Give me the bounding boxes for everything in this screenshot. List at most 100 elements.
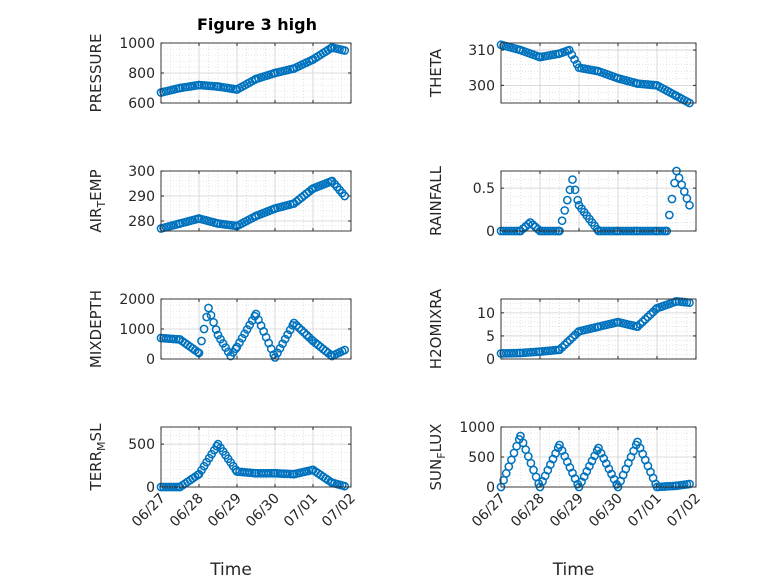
y-tick-label: 1000 [119, 322, 155, 338]
y-tick-label: 0 [486, 352, 495, 368]
data-point [235, 338, 244, 347]
y-tick-label: 310 [468, 43, 495, 59]
data-point [340, 345, 350, 355]
y-tick-label: 0 [146, 480, 155, 496]
y-axis-label: TERRMSL [87, 423, 108, 492]
subplot-2: 280 290 300 AIRTEMP [87, 164, 352, 233]
subplot-4: 0 1000 2000 MIXDEPTH [87, 290, 352, 368]
y-tick-label: 0 [146, 352, 155, 368]
data-point [518, 224, 528, 234]
data-point [278, 339, 287, 349]
subplot-5: 0 5 10 H2OMIXRA [427, 288, 697, 369]
data-point [240, 329, 249, 339]
data-point [199, 324, 209, 334]
data-point [640, 314, 650, 324]
data-point [525, 218, 535, 227]
y-tick-label: 1000 [459, 420, 495, 436]
data-point [557, 216, 567, 226]
data-point [638, 317, 648, 327]
data-point [302, 330, 312, 340]
data-point [245, 320, 255, 330]
y-axis-label: RAINFALL [427, 165, 445, 236]
data-point [568, 175, 577, 184]
data-point [211, 325, 221, 334]
data-point [635, 319, 645, 329]
axes-box [500, 42, 697, 104]
data-point [280, 334, 290, 344]
data-point [564, 45, 574, 55]
data-point [562, 338, 572, 347]
data-point [667, 194, 677, 204]
data-point [570, 185, 580, 195]
y-tick-label: 10 [477, 306, 495, 322]
data-point [247, 316, 257, 325]
data-point [555, 345, 564, 355]
axes-box [160, 426, 352, 488]
x-axis-label: Time [209, 560, 252, 580]
y-tick-label: 600 [128, 96, 155, 112]
data-point [633, 322, 642, 332]
data-point [567, 50, 577, 60]
x-axis-label: Time [552, 560, 595, 580]
y-tick-label: 290 [128, 189, 155, 205]
y-tick-label: 300 [468, 78, 495, 94]
y-tick-label: 500 [468, 450, 495, 466]
data-point [232, 342, 242, 352]
subplot-3: 0 0.5 RAINFALL [427, 165, 697, 240]
data-point [237, 333, 247, 343]
data-point [570, 55, 579, 64]
y-tick-label: 500 [128, 437, 155, 453]
data-point [202, 312, 211, 322]
data-point [560, 206, 570, 215]
y-axis-label: PRESSURE [87, 34, 105, 113]
data-point [685, 200, 694, 210]
data-point [231, 344, 241, 354]
subplot-1: 300 310 THETA [427, 40, 697, 108]
figure-title: Figure 3 high [197, 15, 317, 34]
data-point [340, 481, 350, 491]
data-point [573, 195, 583, 205]
data-point [565, 335, 575, 345]
data-point [565, 185, 575, 195]
data-point [643, 312, 653, 322]
axes-box [160, 170, 352, 232]
y-tick-label: 0.5 [473, 181, 495, 197]
y-axis-label: AIRTEMP [87, 169, 108, 232]
data-point [266, 468, 276, 478]
data-point [646, 310, 655, 319]
data-point [273, 348, 282, 358]
data-point [685, 479, 694, 489]
y-tick-label: 5 [486, 329, 495, 345]
data-point [297, 325, 306, 335]
data-point [270, 353, 280, 362]
y-tick-label: 800 [128, 66, 155, 82]
data-point [242, 325, 252, 334]
data-point [568, 333, 577, 342]
data-point [292, 321, 301, 330]
y-tick-label: 1000 [119, 36, 155, 52]
data-point [665, 210, 674, 220]
y-tick-label: 0 [486, 224, 495, 240]
y-axis-label: MIXDEPTH [87, 290, 105, 368]
data-point [209, 318, 218, 327]
data-point [283, 330, 293, 339]
data-point [299, 328, 309, 337]
data-point [557, 342, 567, 352]
data-point [340, 46, 350, 55]
axes-box [500, 298, 697, 360]
data-point [560, 340, 570, 350]
y-tick-label: 280 [128, 214, 155, 230]
data-point [562, 195, 572, 205]
data-point [206, 310, 216, 320]
data-point [204, 303, 213, 313]
y-tick-label: 0 [486, 480, 495, 496]
data-point [294, 323, 304, 333]
data-point [528, 220, 538, 230]
data-point [285, 325, 295, 335]
y-tick-label: 300 [128, 164, 155, 180]
data-point [523, 219, 533, 229]
data-point [289, 318, 299, 328]
subplot-0: 600 800 1000 PRESSURE [87, 34, 352, 113]
data-point [197, 336, 206, 346]
